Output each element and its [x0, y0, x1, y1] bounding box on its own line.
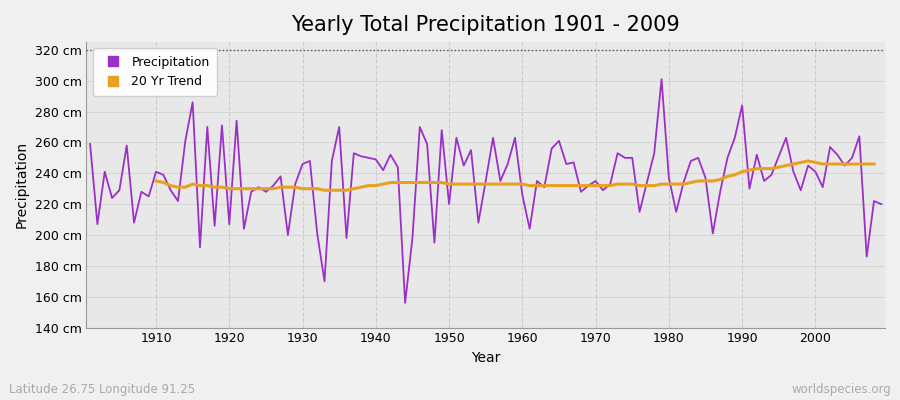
Title: Yearly Total Precipitation 1901 - 2009: Yearly Total Precipitation 1901 - 2009 [292, 15, 680, 35]
Y-axis label: Precipitation: Precipitation [15, 141, 29, 228]
Text: Latitude 26.75 Longitude 91.25: Latitude 26.75 Longitude 91.25 [9, 383, 195, 396]
Legend: Precipitation, 20 Yr Trend: Precipitation, 20 Yr Trend [93, 48, 217, 96]
X-axis label: Year: Year [471, 351, 500, 365]
Text: worldspecies.org: worldspecies.org [791, 383, 891, 396]
